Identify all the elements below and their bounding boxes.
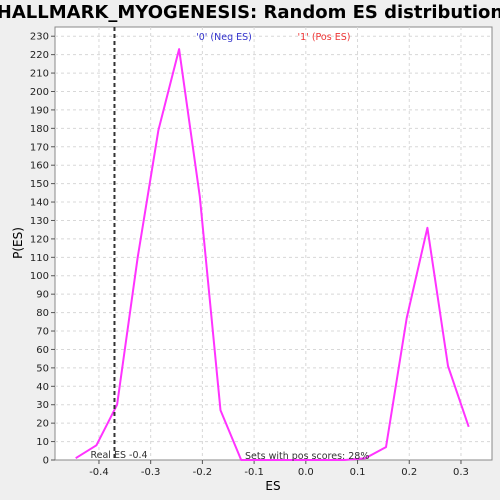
y-tick-label: 200: [30, 87, 49, 98]
y-axis-ticks: 0 10 20 30 40 50 60 70 80 90 100 110 120 130 140 150 160…: [30, 32, 55, 467]
y-tick-label: 40: [36, 382, 49, 393]
x-tick-label: -0.4: [89, 467, 109, 478]
x-tick-label: -0.3: [141, 467, 161, 478]
x-tick-label: -0.1: [244, 467, 264, 478]
y-tick-label: 150: [30, 179, 49, 190]
y-tick-label: 170: [30, 142, 49, 153]
y-tick-label: 230: [30, 32, 49, 43]
y-tick-label: 80: [36, 308, 49, 319]
grid: [55, 27, 492, 460]
series-line: [75, 48, 470, 461]
y-tick-label: 110: [30, 253, 49, 264]
y-tick-label: 90: [36, 290, 49, 301]
legend-pos-es: '1' (Pos ES): [298, 32, 351, 43]
x-tick-label: -0.2: [193, 467, 213, 478]
y-tick-label: 60: [36, 345, 49, 356]
y-tick-label: 160: [30, 161, 49, 172]
y-tick-label: 120: [30, 234, 49, 245]
plot-area: [54, 26, 493, 461]
pos-scores-annotation: Sets with pos scores: 28%: [245, 451, 369, 462]
y-tick-label: 220: [30, 50, 49, 61]
legend-neg-es: '0' (Neg ES): [196, 32, 252, 43]
y-tick-label: 50: [36, 363, 49, 374]
y-tick-label: 20: [36, 419, 49, 430]
chart-title: HALLMARK_MYOGENESIS: Random ES distribut…: [0, 2, 500, 23]
y-tick-label: 70: [36, 327, 49, 338]
y-tick-label: 190: [30, 105, 49, 116]
x-tick-label: 0.0: [298, 467, 314, 478]
x-axis-ticks: -0.4 -0.3 -0.2 -0.1 0.0 0.1 0.2 0.3: [89, 460, 469, 478]
y-axis-label: P(ES): [11, 227, 25, 259]
x-tick-label: 0.2: [401, 467, 417, 478]
x-tick-label: 0.1: [350, 467, 366, 478]
y-tick-label: 180: [30, 124, 49, 135]
y-tick-label: 130: [30, 216, 49, 227]
y-tick-label: 100: [30, 271, 49, 282]
y-tick-label: 210: [30, 69, 49, 80]
series-layer: [75, 48, 470, 461]
real-es-label: Real ES -0.4: [90, 450, 147, 461]
y-tick-label: 10: [36, 437, 49, 448]
x-axis-label: ES: [265, 479, 280, 493]
y-tick-label: 30: [36, 400, 49, 411]
x-tick-label: 0.3: [453, 467, 469, 478]
y-tick-label: 140: [30, 198, 49, 209]
y-tick-label: 0: [43, 456, 49, 467]
